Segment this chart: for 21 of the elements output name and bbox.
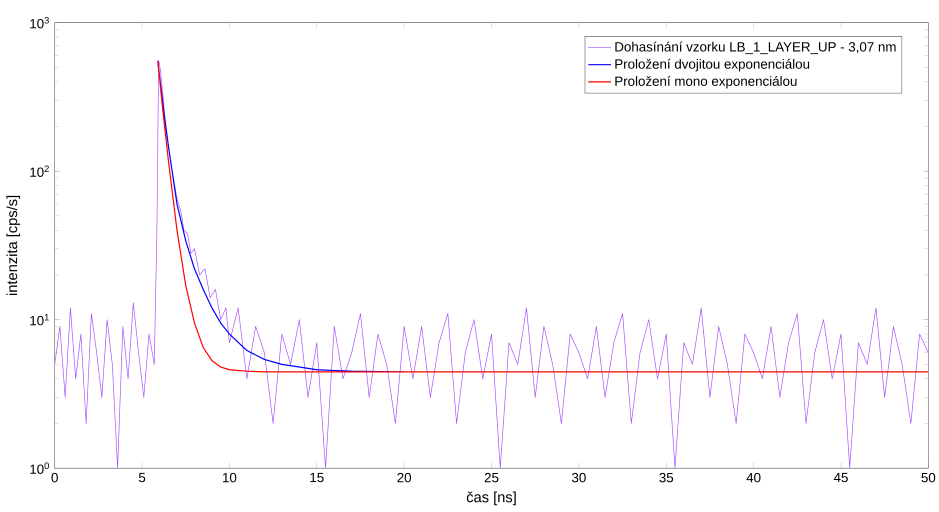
- x-tick-label: 20: [397, 472, 412, 482]
- y-tick-label: 10$^{1}$: [30, 314, 49, 326]
- legend-label: Proložení dvojitou exponenciálou: [615, 58, 810, 72]
- x-tick-label: 10: [223, 472, 236, 482]
- y-axis-title: intenzita [cps/s]: [6, 196, 20, 295]
- x-tick-label: 30: [572, 472, 586, 482]
- x-tick-label: 5: [138, 472, 146, 482]
- y-tick-label: 10$^{0}$: [30, 462, 49, 474]
- x-tick-label: 50: [921, 472, 936, 482]
- x-tick-label: 25: [484, 472, 498, 482]
- y-tick-label: 10$^{3}$: [30, 16, 49, 28]
- legend-label: Dohasínání vzorku LB_1_LAYER_UP - 3,07 nm: [615, 42, 896, 54]
- x-tick-label: 35: [659, 472, 674, 482]
- x-axis-title: čas [ns]: [466, 491, 516, 506]
- x-tick-label: 15: [310, 472, 324, 482]
- x-tick-label: 45: [834, 472, 848, 482]
- y-tick-label: 10$^{2}$: [30, 165, 49, 177]
- line-series: [54, 60, 928, 468]
- x-tick-label: 40: [746, 472, 761, 482]
- legend-label: Proložení mono exponenciálou: [615, 76, 797, 88]
- x-tick-label: 0: [52, 472, 58, 482]
